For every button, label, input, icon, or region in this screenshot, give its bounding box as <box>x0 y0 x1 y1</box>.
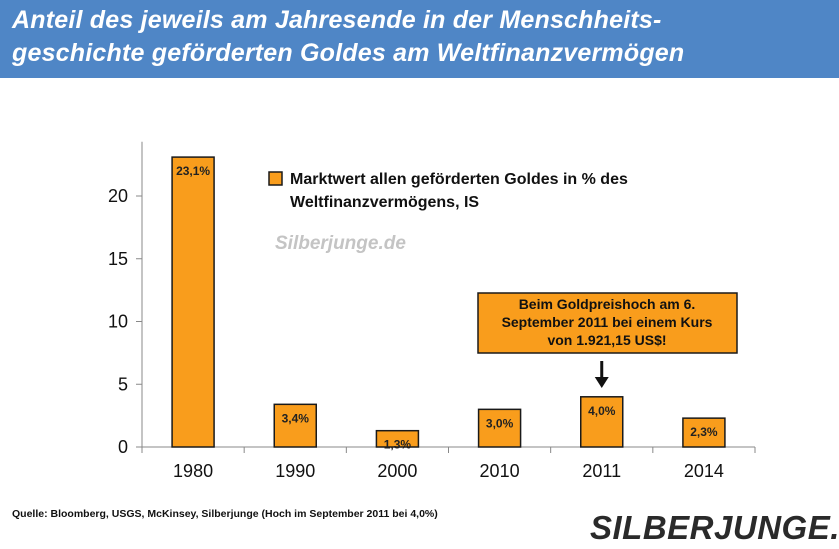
title-line-1: Anteil des jeweils am Jahresende in der … <box>12 6 662 34</box>
data-label: 1,3% <box>384 438 412 452</box>
bar <box>171 156 215 448</box>
title-line-2: geschichte geförderten Goldes am Weltfin… <box>12 39 685 67</box>
source-note: Quelle: Bloomberg, USGS, McKinsey, Silbe… <box>12 508 438 520</box>
watermark-text: Silberjunge.de <box>275 233 406 254</box>
bar-chart: 0 5 10 15 20 1980 1990 2000 2010 2011 2014 23,1% 3,… <box>108 141 756 481</box>
callout-text-line: September 2011 bei einem Kurs <box>502 314 713 330</box>
x-tick-label: 2014 <box>684 461 724 481</box>
chart-axes: 0 5 10 15 20 1980 1990 2000 2010 2011 2014 <box>108 141 756 481</box>
y-tick-label: 15 <box>108 249 128 269</box>
legend-swatch <box>268 171 283 186</box>
chart-data-labels: 23,1% 3,4% 1,3% 3,0% 4,0% 2,3% <box>176 164 718 452</box>
x-tick-label: 2000 <box>377 461 417 481</box>
legend-text-line-1: Marktwert allen geförderten Goldes in % … <box>290 171 628 188</box>
callout-arrow-head <box>594 377 609 388</box>
callout-text-line: Beim Goldpreishoch am 6. <box>519 296 696 312</box>
bar <box>273 403 317 448</box>
callout-box <box>477 292 738 354</box>
x-tick-label: 1990 <box>275 461 315 481</box>
title-banner: Anteil des jeweils am Jahresende in der … <box>0 0 839 78</box>
data-label: 3,0% <box>486 416 514 430</box>
legend-text-line-2: Weltfinanzvermögens, IS <box>290 194 479 211</box>
data-label: 4,0% <box>588 404 616 418</box>
annotation-callout: Beim Goldpreishoch am 6. September 2011 b… <box>477 292 738 388</box>
page-title: Anteil des jeweils am Jahresende in der … <box>12 4 832 70</box>
x-tick-label: 2010 <box>480 461 520 481</box>
chart-bars <box>171 156 726 448</box>
data-label: 2,3% <box>690 425 718 439</box>
y-tick-label: 5 <box>118 374 128 394</box>
data-label: 23,1% <box>176 164 210 178</box>
x-tick-label: 2011 <box>582 461 621 481</box>
bar <box>375 429 420 448</box>
bar <box>477 408 522 448</box>
y-tick-label: 20 <box>108 186 128 206</box>
chart-legend: Marktwert allen geförderten Goldes in % … <box>268 171 628 211</box>
bar <box>682 417 726 448</box>
brand-logo: SILBERJUNGE. <box>590 509 839 546</box>
y-tick-label: 10 <box>108 312 128 332</box>
bar <box>580 396 624 448</box>
callout-text-line: von 1.921,15 US$! <box>547 332 666 348</box>
data-label: 3,4% <box>282 411 310 425</box>
x-tick-label: 1980 <box>173 461 213 481</box>
y-tick-label: 0 <box>118 437 128 457</box>
